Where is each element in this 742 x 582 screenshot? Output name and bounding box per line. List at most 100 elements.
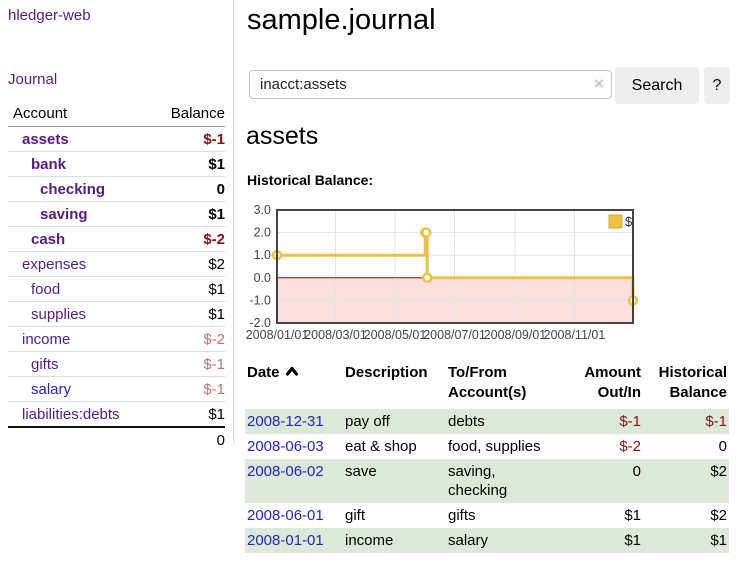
account-link-expenses[interactable]: expenses [22,255,87,273]
account-row: assets $-1 [8,127,225,151]
accounts-total-value: 0 [216,431,225,449]
register-header-row: Date Description To/From Account(s) Amou… [245,361,729,409]
transaction-amount: 0 [632,463,641,480]
svg-text:1.0: 1.0 [254,248,271,262]
account-heading: assets [246,122,319,150]
transaction-description: eat & shop [345,438,417,455]
account-balance: $1 [208,305,225,323]
balance-column-header: Historical Balance [658,364,727,401]
chart-heading: Historical Balance: [247,172,374,188]
amount-column-header: Amount Out/In [584,364,641,401]
account-link-salary[interactable]: salary [31,380,72,398]
sidebar-item-journal[interactable]: Journal [8,71,58,88]
transaction-date-link[interactable]: 2008-01-01 [247,532,324,549]
transaction-date-link[interactable]: 2008-12-31 [247,413,324,430]
transaction-balance: 0 [718,438,727,455]
chart-canvas: $3.0 2.0 1.0 0.0 -1.0 -2.02008/01/012008/03/0… [246,203,639,342]
svg-text:-1.0: -1.0 [249,293,271,307]
account-row: bank $1 [8,151,225,176]
account-link-cash[interactable]: cash [31,230,66,248]
transaction-row: 2008-12-31 pay off debts $-1 $-1 [245,409,729,434]
transaction-accounts: saving, checking [448,463,508,499]
transaction-date-link[interactable]: 2008-06-01 [247,507,324,524]
svg-text:3.0: 3.0 [254,203,271,217]
sidebar: hledger-web Journal Account Balance asse… [0,0,234,449]
svg-text:2.0: 2.0 [254,226,271,240]
transaction-balance: $-1 [705,413,727,430]
account-link-bank[interactable]: bank [31,155,67,173]
account-link-supplies[interactable]: supplies [31,305,87,323]
transaction-row: 2008-06-02 save saving, checking 0 $2 [245,459,729,503]
historical-balance-chart: $3.0 2.0 1.0 0.0 -1.0 -2.0 2008/01/01 2008/03/0… [240,202,640,344]
svg-text:2008/01/01: 2008/01/01 [246,328,309,342]
account-link-food[interactable]: food [31,280,61,298]
transaction-accounts: gifts [448,507,476,524]
page-title: sample.journal [247,4,436,36]
search-button[interactable]: Search [615,67,699,104]
transaction-accounts: salary [448,532,489,549]
description-column-header: Description [345,364,428,381]
svg-text:2008/09/01: 2008/09/01 [484,328,547,342]
help-button[interactable]: ? [704,67,730,104]
accounts-table: Account Balance assets $-1 bank $1 check… [8,100,225,452]
account-link-gifts[interactable]: gifts [31,355,59,373]
account-link-liabilities-debts[interactable]: liabilities:debts [22,405,120,423]
accounts-column-header: To/From Account(s) [448,364,527,401]
account-link-assets[interactable]: assets [22,130,69,148]
account-row: salary $-1 [8,376,225,401]
svg-text:2008/05/01: 2008/05/01 [364,328,427,342]
balance-column-header: Balance [170,104,225,122]
account-column-header: Account [13,104,68,122]
transaction-accounts: debts [448,413,485,430]
svg-text:0.0: 0.0 [254,271,271,285]
transaction-accounts: food, supplies [448,438,541,455]
search-input[interactable] [249,70,612,99]
account-row: supplies $1 [8,301,225,326]
transaction-balance: $2 [710,507,727,524]
account-balance: $-1 [203,130,225,148]
transaction-row: 2008-06-03 eat & shop food, supplies $-2… [245,434,729,459]
account-balance: $-2 [203,330,225,348]
account-link-saving[interactable]: saving [40,205,88,223]
account-link-checking[interactable]: checking [40,180,106,198]
account-balance: 0 [216,180,225,198]
account-link-income[interactable]: income [22,330,71,348]
svg-text:$: $ [625,214,633,229]
account-balance: $-1 [203,380,225,398]
transaction-description: save [345,463,377,480]
account-row: saving $1 [8,201,225,226]
accounts-table-header: Account Balance [8,100,225,127]
account-row: cash $-2 [8,226,225,251]
account-row: gifts $-1 [8,351,225,376]
date-column-header[interactable]: Date [245,361,343,409]
date-header-label: Date [247,364,280,381]
account-row: liabilities:debts $1 [8,401,225,426]
transaction-description: gift [345,507,366,524]
transaction-date-link[interactable]: 2008-06-02 [247,463,324,480]
account-row: food $1 [8,276,225,301]
transaction-date-link[interactable]: 2008-06-03 [247,438,324,455]
app-title-link[interactable]: hledger-web [8,7,91,24]
transaction-amount: $1 [624,507,641,524]
svg-text:2008/11/01: 2008/11/01 [544,328,606,342]
account-balance: $1 [208,155,225,173]
account-balance: $1 [208,405,225,423]
transaction-row: 2008-01-01 income salary $1 $1 [245,528,729,553]
transaction-balance: $2 [710,463,727,480]
transaction-amount: $-2 [619,438,641,455]
account-row: checking 0 [8,176,225,201]
clear-search-icon[interactable]: × [594,74,604,93]
transaction-amount: $1 [624,532,641,549]
account-balance: $1 [208,205,225,223]
account-balance: $-2 [203,230,225,248]
transaction-row: 2008-06-01 gift gifts $1 $2 [245,503,729,528]
account-balance: $2 [208,255,225,273]
transaction-description: pay off [345,413,390,430]
transaction-description: income [345,532,394,549]
sort-ascending-icon [285,366,298,376]
transaction-balance: $1 [710,532,727,549]
svg-text:2008/03/01: 2008/03/01 [304,328,367,342]
register-table: Date Description To/From Account(s) Amou… [245,361,729,553]
accounts-total-row: 0 [8,426,225,452]
